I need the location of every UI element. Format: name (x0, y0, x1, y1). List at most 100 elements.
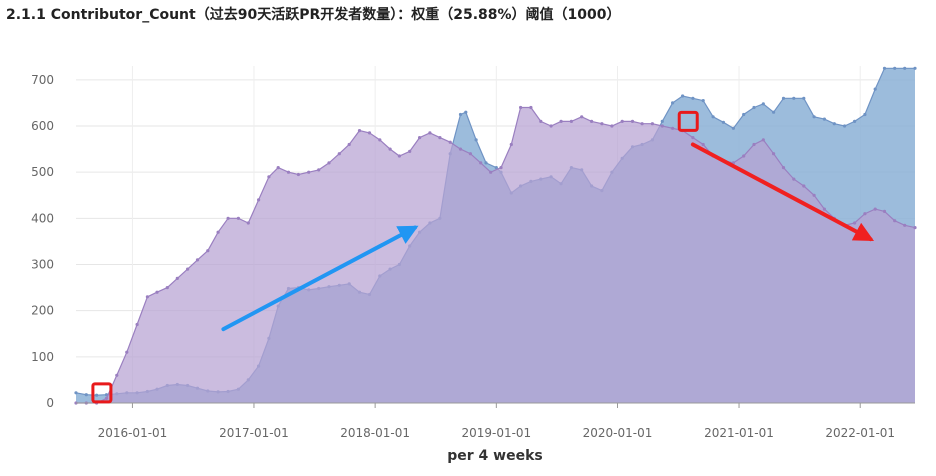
series-2-point (873, 207, 877, 211)
series-2-point (206, 249, 210, 253)
series-1-point (873, 87, 877, 91)
highlight-box (677, 110, 699, 132)
area-series (74, 66, 917, 405)
series-2-point (276, 166, 280, 170)
series-1-point (863, 112, 867, 117)
series-2-point (569, 119, 574, 123)
highlight-box (91, 382, 113, 404)
series-2-point (580, 115, 584, 119)
series-2-point (257, 198, 261, 202)
y-tick-label: 400 (31, 211, 54, 225)
series-2-point (620, 119, 624, 123)
series-2-point (479, 161, 483, 165)
y-tick-label: 100 (31, 350, 54, 364)
series-2-point (468, 152, 472, 156)
series-1-point (802, 96, 806, 100)
series-2-point (408, 149, 412, 153)
series-2-point (529, 105, 533, 110)
series-1-point (74, 391, 78, 395)
series-2-point (186, 267, 190, 271)
series-2-point (357, 129, 362, 133)
series-2-point (317, 168, 321, 172)
series-2-point (296, 172, 300, 177)
series-1-point (721, 120, 726, 124)
series-1-point (731, 126, 736, 130)
series-2-point (145, 295, 149, 299)
series-2-point (104, 396, 109, 400)
red-arrow (690, 142, 875, 242)
series-2-point (489, 170, 493, 174)
series-2-point (367, 131, 372, 135)
series-1-point (843, 124, 847, 128)
series-2-point (650, 122, 655, 126)
series-1-point (903, 66, 907, 70)
series-1-point (853, 119, 857, 123)
series-2-point (246, 221, 250, 225)
x-tick-label: 2016-01-01 (98, 426, 168, 440)
series-2-point (600, 122, 604, 126)
series-1-point (671, 101, 675, 105)
series-2-point (378, 138, 382, 142)
series-2-point (458, 147, 463, 151)
series-2-point (691, 136, 695, 140)
series-2-point (822, 207, 827, 211)
series-2-point (418, 136, 422, 140)
series-1-point (761, 102, 765, 106)
series-2-point (792, 177, 796, 181)
series-2-point (812, 193, 816, 197)
series-2-point (388, 147, 392, 151)
series-2-point (226, 216, 230, 220)
series-1-point (742, 112, 746, 117)
series-1-point (781, 96, 786, 100)
series-2-point (863, 212, 867, 216)
series-2-point (195, 258, 200, 262)
series-2-point (671, 126, 675, 130)
series-2-point (660, 124, 664, 128)
series-2-point (913, 226, 917, 230)
series-2-point (125, 350, 129, 354)
series-2-point (327, 161, 331, 165)
series-2-point (337, 152, 341, 156)
series-1-point (474, 138, 478, 142)
y-tick-label: 300 (31, 258, 54, 272)
series-2-point (610, 124, 614, 128)
series-2-point (903, 223, 907, 227)
series-2-point (115, 373, 119, 377)
series-1-point (660, 119, 664, 123)
series-1-point (752, 105, 756, 110)
series-2-point (539, 119, 543, 123)
series-1-point (812, 115, 816, 119)
x-axis-label: per 4 weeks (447, 448, 542, 464)
series-2-point (781, 166, 786, 170)
series-2-point (155, 290, 159, 294)
series-1-point (494, 166, 498, 170)
series-2-point (438, 136, 442, 140)
series-1-point (484, 161, 488, 165)
series-1-point (458, 112, 463, 117)
x-tick-label: 2019-01-01 (461, 426, 531, 440)
series-1-point (792, 96, 796, 100)
series-2-point (761, 138, 765, 142)
series-2-point (509, 142, 513, 147)
series-2-point (165, 286, 169, 290)
series-2-point (853, 221, 857, 225)
series-1-point (84, 393, 88, 397)
annotations (91, 110, 875, 404)
series-2-point (742, 154, 746, 158)
y-tick-label: 0 (46, 396, 54, 410)
series-2-point (549, 124, 553, 128)
series-1-point (691, 96, 695, 100)
series-2-point (307, 170, 311, 174)
blue-arrow (221, 225, 419, 332)
x-tick-label: 2018-01-01 (340, 426, 410, 440)
series-2-point (267, 175, 271, 179)
series-2-area (76, 107, 915, 403)
series-1-point (882, 66, 887, 70)
series-2-point (640, 122, 644, 126)
series-2-point (752, 142, 756, 147)
series-2-point (559, 119, 563, 123)
series-2-point (175, 276, 179, 280)
series-2-point (519, 105, 523, 110)
axes: 0 100 200 300 400 500 600 700 2016-01-01 2017-01-… (31, 73, 915, 440)
